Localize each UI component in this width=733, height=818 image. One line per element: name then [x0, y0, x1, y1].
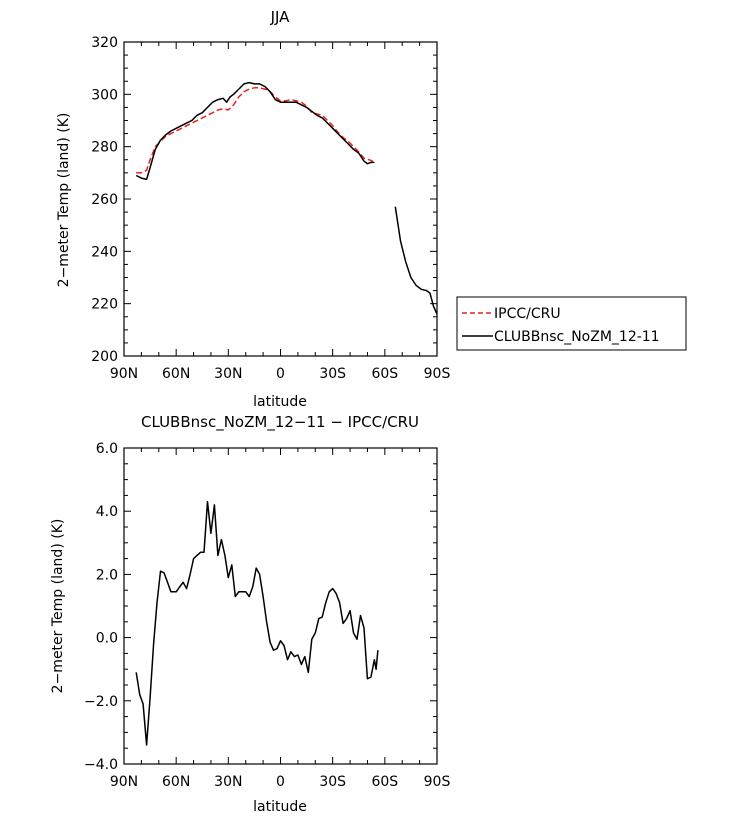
bottom-y-tick-label: −2.0: [84, 694, 118, 710]
bottom-x-tick-label: 90N: [110, 774, 138, 790]
legend-box: [456, 296, 687, 351]
top-series-line-clubbnsc-nozm-12-11: [394, 206, 438, 315]
legend: IPCC/CRU CLUBBnsc_NoZM_12-11: [456, 296, 687, 351]
bottom-y-axis-label: 2−meter Temp (land) (K): [50, 519, 66, 694]
top-y-tick-label: 200: [91, 349, 118, 365]
bottom-x-tick-label: 30N: [214, 774, 242, 790]
bottom-series-line-difference: [135, 500, 379, 746]
top-series-line-ipcc-cru: [136, 87, 373, 174]
top-x-tick-label: 90S: [424, 366, 451, 382]
top-x-tick-label: 60S: [371, 366, 398, 382]
top-plot-frame: [123, 41, 438, 357]
bottom-plot-area: 90N 60N 30N 0 30S 60S 90S −4.0 −2.0 0.0 2.0 4.0 6.0: [84, 441, 450, 790]
bottom-x-tick-label: 0: [276, 774, 285, 790]
top-panel: JJA 90N 60N 30N 0 30S 60S 90S 200 220 240 260 280 30…: [56, 8, 450, 410]
top-plot-area: 90N 60N 30N 0 30S 60S 90S 200 220 240 260 280 300 320: [91, 35, 450, 382]
bottom-y-tick-label: −4.0: [84, 757, 118, 773]
top-x-tick-label: 60N: [162, 366, 190, 382]
bottom-y-tick-label: 4.0: [96, 504, 118, 520]
bottom-y-tick-label: 0.0: [96, 631, 118, 647]
bottom-panel: CLUBBnsc_NoZM_12−11 − IPCC/CRU 90N 60N 30N…: [50, 413, 450, 815]
bottom-y-tick-label: 6.0: [96, 441, 118, 457]
top-x-tick-label: 30N: [214, 366, 242, 382]
legend-label-ipcc-cru: IPCC/CRU: [494, 306, 561, 322]
top-y-tick-label: 300: [91, 87, 118, 103]
top-y-tick-label: 260: [91, 192, 118, 208]
legend-label-clubb: CLUBBnsc_NoZM_12-11: [494, 329, 660, 345]
top-y-tick-label: 280: [91, 140, 118, 156]
top-series-line-clubbnsc-nozm-12-11: [135, 81, 375, 181]
top-x-tick-label: 30S: [319, 366, 346, 382]
bottom-x-axis-label: latitude: [253, 799, 307, 815]
bottom-panel-title: CLUBBnsc_NoZM_12−11 − IPCC/CRU: [141, 413, 419, 432]
top-x-axis-label: latitude: [253, 394, 307, 410]
top-y-tick-label: 220: [91, 297, 118, 313]
top-y-tick-label: 240: [91, 244, 118, 260]
top-y-axis-label: 2−meter Temp (land) (K): [56, 113, 72, 288]
top-x-tick-label: 90N: [110, 366, 138, 382]
bottom-x-tick-label: 60S: [371, 774, 398, 790]
bottom-x-tick-label: 60N: [162, 774, 190, 790]
bottom-y-tick-label: 2.0: [96, 567, 118, 583]
bottom-plot-frame: [123, 447, 438, 765]
bottom-x-tick-label: 90S: [424, 774, 451, 790]
top-panel-title: JJA: [270, 8, 291, 26]
top-x-tick-label: 0: [276, 366, 285, 382]
top-y-tick-label: 320: [91, 35, 118, 51]
bottom-x-tick-label: 30S: [319, 774, 346, 790]
